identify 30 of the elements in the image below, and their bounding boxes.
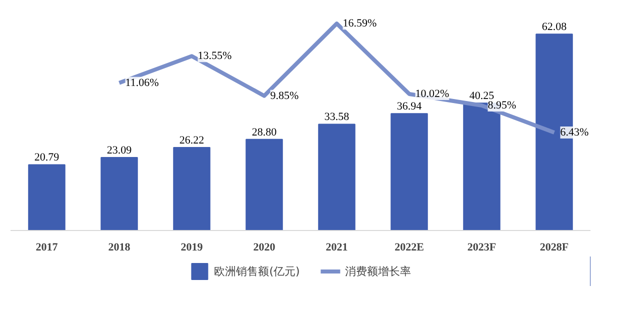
x-tick-label: 2023F [467,242,496,254]
data-label: 8.95% [488,99,516,112]
bar [100,156,138,230]
bar [246,138,283,230]
x-tick-label: 2017 [36,242,58,254]
data-label: 36.94 [396,100,422,113]
data-label: 20.79 [34,152,60,164]
data-label: 6.43% [560,126,589,138]
x-tick-label: 2018 [108,242,131,254]
data-label: 10.02% [415,88,450,100]
data-label: 16.59% [342,18,377,30]
data-label: 11.06% [125,76,159,89]
data-label: 28.80 [252,126,278,138]
x-tick-label: 2028F [540,242,569,254]
x-tick-label: 2019 [180,242,204,254]
x-tick-label: 2022E [394,242,424,254]
bar [318,124,356,230]
data-label: 33.58 [324,111,350,124]
data-label: 13.55% [198,50,232,62]
data-label: 62.08 [542,21,568,34]
x-tick-label: 2020 [253,242,276,254]
legend-label: 消费额增长率 [344,264,411,278]
x-tick-label: 2021 [326,242,348,254]
bar [173,147,210,230]
bar [390,113,428,230]
bar [28,164,66,230]
data-label: 23.09 [106,144,132,156]
data-label: 26.22 [179,134,204,147]
data-label: 9.85% [270,90,299,102]
legend-label: 欧洲销售额(亿元) [214,264,300,278]
